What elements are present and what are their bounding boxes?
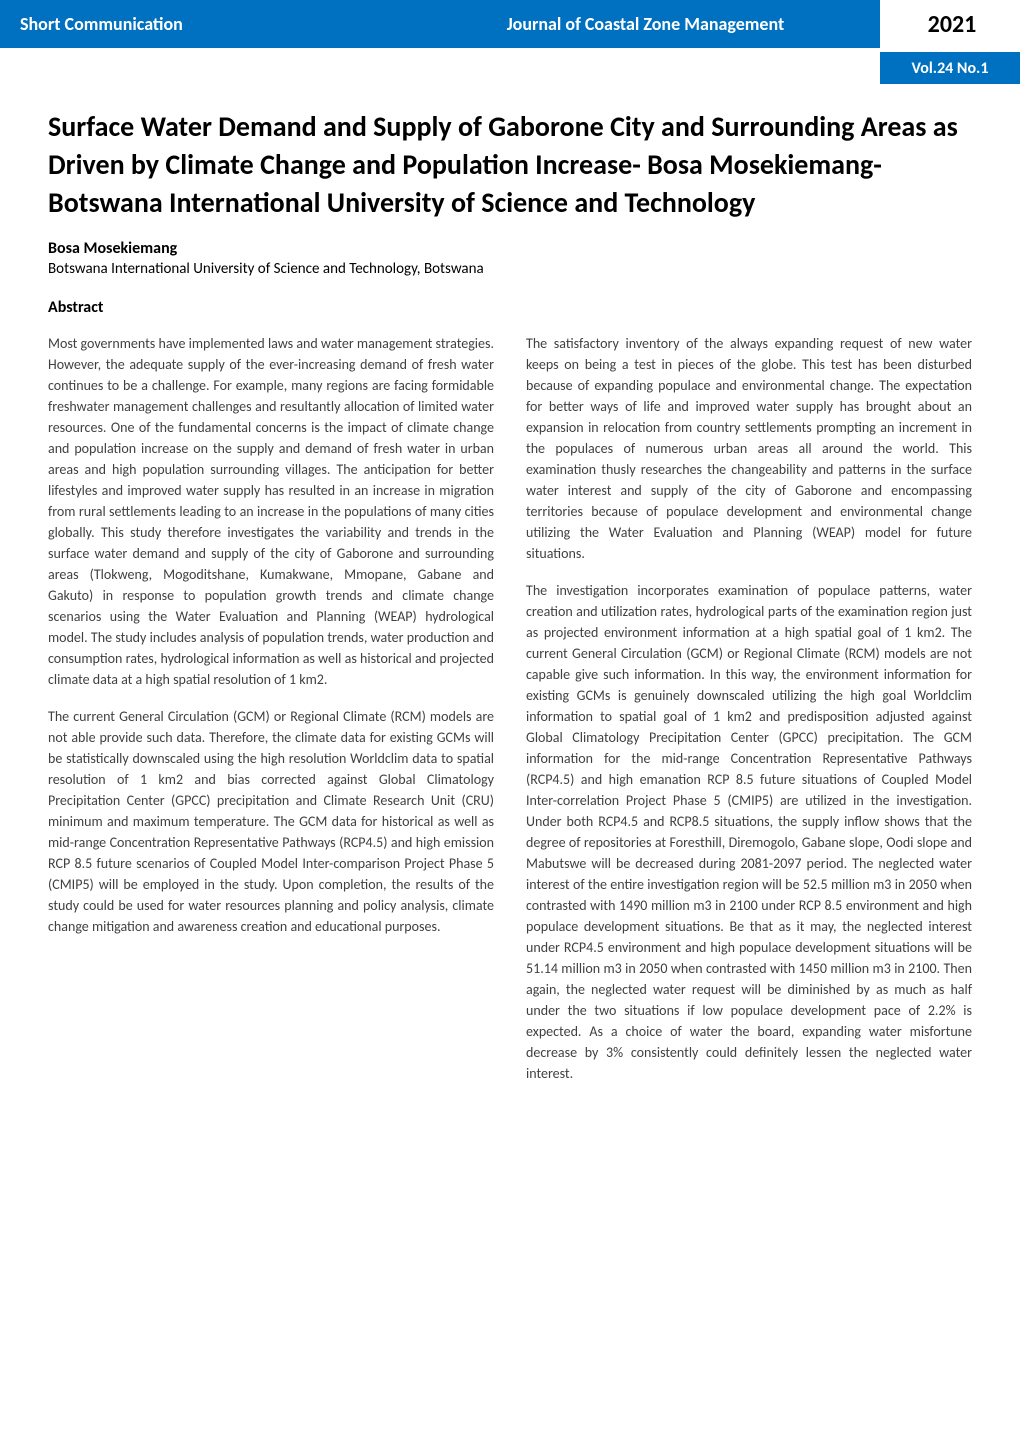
subheader-bar: Vol.24 No.1 [0, 52, 1020, 84]
abstract-body: Most governments have implemented laws a… [48, 333, 972, 1084]
author-affiliation: Botswana International University of Sci… [48, 260, 972, 278]
abstract-paragraph: The satisfactory inventory of the always… [526, 333, 972, 564]
abstract-paragraph: The investigation incorporates examinati… [526, 580, 972, 1084]
article-title: Surface Water Demand and Supply of Gabor… [48, 108, 972, 221]
publication-year: 2021 [880, 0, 1020, 48]
author-name: Bosa Mosekiemang [48, 239, 972, 258]
journal-name: Journal of Coastal Zone Management [411, 0, 880, 48]
article-content: Surface Water Demand and Supply of Gabor… [0, 108, 1020, 1132]
header-bar: Short Communication Journal of Coastal Z… [0, 0, 1020, 48]
article-category: Short Communication [0, 0, 411, 48]
abstract-paragraph: Most governments have implemented laws a… [48, 333, 494, 690]
volume-issue: Vol.24 No.1 [880, 52, 1020, 84]
abstract-paragraph: The current General Circulation (GCM) or… [48, 706, 494, 937]
abstract-heading: Abstract [48, 298, 972, 317]
